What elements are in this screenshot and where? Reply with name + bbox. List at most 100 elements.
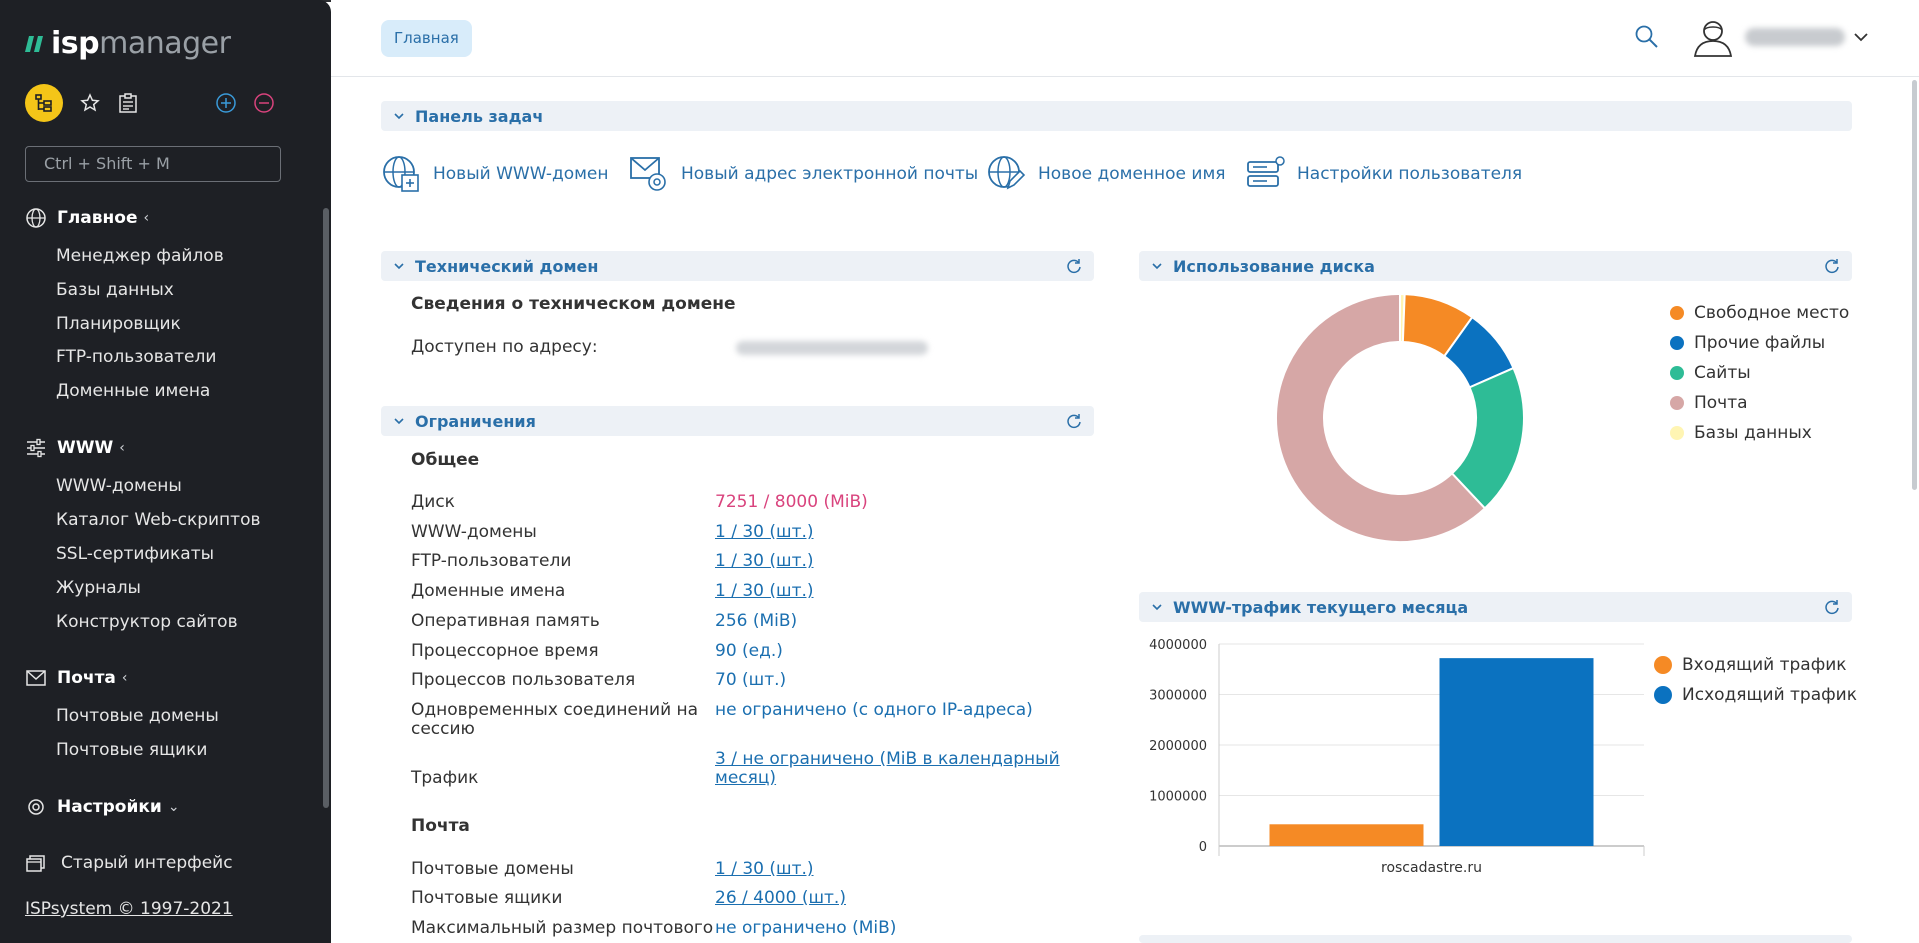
refresh-icon[interactable] (1066, 258, 1082, 274)
copyright-link[interactable]: ISPsystem © 1997-2021 (25, 899, 233, 919)
nav-section-www[interactable]: WWW ‹ (25, 437, 125, 459)
limit-value-mailboxes[interactable]: 26 / 4000 (шт.) (715, 888, 846, 908)
limit-label-traffic: Трафик (411, 768, 479, 788)
gear-icon (28, 799, 44, 815)
limit-label-sessions-line1: Одновременных соединений на (411, 700, 699, 720)
menu-search-input[interactable]: Ctrl + Shift + M (25, 146, 281, 182)
chevron-down-icon (1152, 263, 1162, 270)
nav-item-databases[interactable]: Базы данных (56, 280, 174, 300)
panel-title: Ограничения (415, 411, 536, 431)
traffic-panel-header[interactable]: WWW-трафик текущего месяца (1139, 592, 1852, 622)
action-new-www-domain[interactable]: Новый WWW-домен (381, 154, 609, 194)
tech-domain-subtitle: Сведения о техническом домене (411, 294, 736, 314)
sidebar-scrollbar[interactable] (323, 208, 329, 808)
limit-value-mail-domains[interactable]: 1 / 30 (шт.) (715, 859, 814, 879)
chevron-down-icon: ⌄ (167, 799, 180, 815)
limits-general-title: Общее (411, 450, 480, 470)
nav-section-main[interactable]: Главное ‹ (25, 207, 149, 229)
legend-item[interactable]: Исходящий трафик (1654, 680, 1857, 710)
legend-label: Сайты (1694, 363, 1751, 383)
nav-section-mail[interactable]: Почта ‹ (25, 667, 128, 689)
tree-icon (35, 94, 52, 112)
disk-usage-donut-chart (1275, 292, 1525, 543)
limit-value-processes: 70 (шт.) (715, 670, 787, 690)
limit-value-domain-names[interactable]: 1 / 30 (шт.) (715, 581, 814, 601)
expand-all-icon[interactable] (215, 92, 237, 114)
y-tick-label: 0 (1199, 840, 1207, 855)
search-icon[interactable] (1634, 24, 1660, 50)
limits-panel-header[interactable]: Ограничения (381, 406, 1094, 436)
action-new-email[interactable]: Новый адрес электронной почты (629, 154, 978, 194)
legend-dot (1654, 656, 1672, 674)
nav-item-logs[interactable]: Журналы (56, 578, 141, 598)
limit-value-traffic-line2[interactable]: месяц) (715, 768, 777, 788)
limit-label-domain-names: Доменные имена (411, 581, 566, 601)
legend-item[interactable]: Почта (1670, 388, 1849, 418)
legend-label: Почта (1694, 393, 1748, 413)
logo[interactable]: isp manager (25, 26, 231, 61)
main-scrollbar[interactable] (1912, 80, 1917, 490)
favorites-button[interactable] (79, 92, 101, 114)
y-tick-label: 4000000 (1149, 638, 1207, 653)
limits-mail-title: Почта (411, 816, 470, 836)
nav-item-web-scripts[interactable]: Каталог Web-скриптов (56, 510, 261, 530)
panel-title: Панель задач (415, 106, 544, 126)
disk-usage-legend: Свободное место Прочие файлы Сайты Почта Баз… (1670, 298, 1849, 448)
donut-slice-3[interactable] (1275, 292, 1487, 543)
nav-item-file-manager[interactable]: Менеджер файлов (56, 246, 224, 266)
mail-gear-icon (630, 157, 666, 191)
legend-dot (1670, 396, 1684, 410)
tasks-button[interactable] (117, 92, 139, 114)
action-new-domain-name[interactable]: Новое доменное имя (986, 154, 1226, 194)
limit-value-www-domains[interactable]: 1 / 30 (шт.) (715, 522, 814, 542)
collapse-all-icon[interactable] (253, 92, 275, 114)
legend-item[interactable]: Свободное место (1670, 298, 1849, 328)
logo-mark-icon (25, 35, 43, 52)
nav-item-scheduler[interactable]: Планировщик (56, 314, 181, 334)
refresh-icon[interactable] (1824, 599, 1840, 615)
menu-tree-button[interactable] (25, 84, 63, 122)
bar-1[interactable] (1439, 658, 1594, 846)
disk-usage-panel-header[interactable]: Использование диска (1139, 251, 1852, 281)
legend-dot (1654, 686, 1672, 704)
nav-item-domain-names[interactable]: Доменные имена (56, 381, 211, 401)
legend-item[interactable]: Базы данных (1670, 418, 1849, 448)
nav-item-ssl-certificates[interactable]: SSL-сертификаты (56, 544, 215, 564)
limit-label-ram: Оперативная память (411, 611, 600, 631)
tech-domain-panel-header[interactable]: Технический домен (381, 251, 1094, 281)
chevron-down-icon[interactable] (1853, 29, 1869, 45)
nav-section-settings[interactable]: Настройки ⌄ (25, 796, 180, 818)
action-user-settings[interactable]: Настройки пользователя (1245, 154, 1522, 194)
refresh-icon[interactable] (1066, 413, 1082, 429)
bar-0[interactable] (1269, 824, 1424, 846)
nav-item-site-builder[interactable]: Конструктор сайтов (56, 612, 238, 632)
logo-isp-text: isp (51, 26, 100, 61)
globe-icon (26, 208, 46, 228)
chevron-down-icon (394, 263, 404, 270)
logo-manager-text: manager (99, 26, 231, 61)
legend-item[interactable]: Прочие файлы (1670, 328, 1849, 358)
breadcrumb-home[interactable]: Главная (381, 20, 472, 57)
user-avatar-icon[interactable] (1691, 18, 1735, 58)
username-blurred[interactable] (1745, 28, 1845, 46)
old-interface-label: Старый интерфейс (61, 853, 233, 873)
panel-title: Использование диска (1173, 256, 1375, 276)
y-tick-label: 3000000 (1149, 689, 1207, 704)
nav-item-mail-domains[interactable]: Почтовые домены (56, 706, 219, 726)
expand-collapse-group (215, 92, 275, 114)
user-settings-icon (1247, 156, 1285, 187)
sidebar-toolbar (25, 84, 275, 122)
clipboard-icon (119, 93, 137, 113)
nav-item-ftp-users[interactable]: FTP-пользователи (56, 347, 217, 367)
legend-item[interactable]: Входящий трафик (1654, 650, 1857, 680)
legend-item[interactable]: Сайты (1670, 358, 1849, 388)
nav-item-mailboxes[interactable]: Почтовые ящики (56, 740, 208, 760)
refresh-icon[interactable] (1824, 258, 1840, 274)
nav-item-www-domains[interactable]: WWW-домены (56, 476, 182, 496)
taskbar-panel-header[interactable]: Панель задач (381, 101, 1852, 131)
windows-stack-icon (26, 855, 45, 872)
old-interface-link[interactable]: Старый интерфейс (25, 853, 233, 873)
limit-value-ftp-users[interactable]: 1 / 30 (шт.) (715, 551, 814, 571)
traffic-bar-chart: 0 1000000 2000000 3000000 4000000 roscadastre… (1149, 638, 1645, 876)
limit-value-traffic-line1[interactable]: 3 / не ограничено (MiB в календарный (715, 749, 1060, 769)
